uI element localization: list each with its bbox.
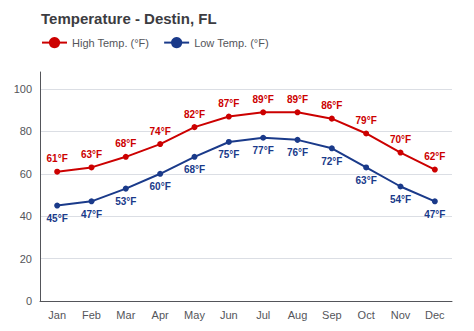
- svg-text:80: 80: [20, 125, 32, 137]
- svg-text:68°F: 68°F: [184, 164, 205, 175]
- svg-text:79°F: 79°F: [356, 115, 377, 126]
- svg-text:Mar: Mar: [116, 309, 135, 321]
- svg-text:63°F: 63°F: [356, 175, 377, 186]
- svg-text:Sep: Sep: [322, 309, 342, 321]
- svg-text:Jul: Jul: [256, 309, 270, 321]
- svg-text:Jan: Jan: [48, 309, 66, 321]
- svg-text:20: 20: [20, 253, 32, 265]
- svg-text:76°F: 76°F: [287, 147, 308, 158]
- svg-text:Temperature - Destin, FL: Temperature - Destin, FL: [41, 10, 217, 27]
- svg-text:63°F: 63°F: [81, 149, 102, 160]
- svg-text:High Temp. (°F): High Temp. (°F): [72, 37, 149, 49]
- svg-text:86°F: 86°F: [321, 100, 342, 111]
- svg-text:70°F: 70°F: [390, 134, 411, 145]
- svg-text:54°F: 54°F: [390, 194, 411, 205]
- svg-text:Low Temp. (°F): Low Temp. (°F): [194, 37, 268, 49]
- svg-text:Dec: Dec: [425, 309, 445, 321]
- svg-text:47°F: 47°F: [81, 209, 102, 220]
- svg-text:0: 0: [26, 295, 32, 307]
- svg-text:40: 40: [20, 210, 32, 222]
- svg-text:87°F: 87°F: [218, 98, 239, 109]
- svg-text:45°F: 45°F: [47, 213, 68, 224]
- svg-text:100: 100: [14, 83, 32, 95]
- svg-text:82°F: 82°F: [184, 109, 205, 120]
- svg-text:72°F: 72°F: [321, 156, 342, 167]
- svg-text:Feb: Feb: [82, 309, 101, 321]
- svg-text:61°F: 61°F: [47, 153, 68, 164]
- svg-text:74°F: 74°F: [150, 126, 171, 137]
- svg-text:53°F: 53°F: [115, 196, 136, 207]
- svg-text:75°F: 75°F: [218, 149, 239, 160]
- svg-text:Jun: Jun: [220, 309, 238, 321]
- svg-text:77°F: 77°F: [253, 145, 274, 156]
- svg-text:89°F: 89°F: [253, 94, 274, 105]
- svg-text:89°F: 89°F: [287, 94, 308, 105]
- svg-text:Apr: Apr: [152, 309, 169, 321]
- svg-text:62°F: 62°F: [424, 151, 445, 162]
- svg-text:60°F: 60°F: [150, 181, 171, 192]
- svg-text:Nov: Nov: [391, 309, 411, 321]
- svg-text:47°F: 47°F: [424, 209, 445, 220]
- svg-text:Aug: Aug: [288, 309, 308, 321]
- svg-text:68°F: 68°F: [115, 138, 136, 149]
- svg-text:Oct: Oct: [358, 309, 375, 321]
- svg-text:May: May: [184, 309, 205, 321]
- svg-text:60: 60: [20, 168, 32, 180]
